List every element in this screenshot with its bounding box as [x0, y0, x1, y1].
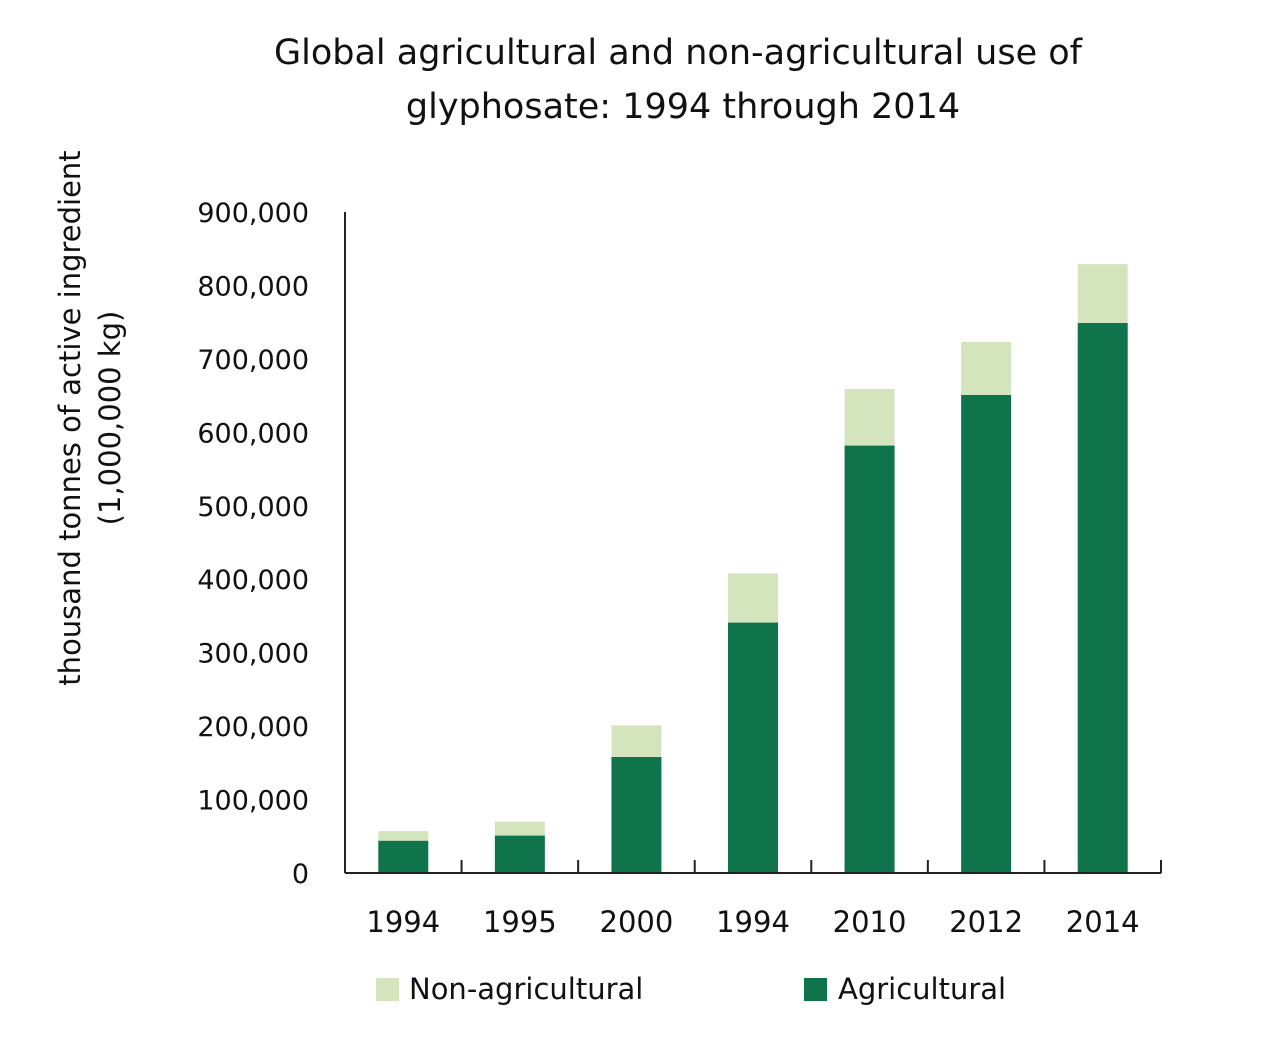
axes: [344, 212, 1162, 874]
y-tick-label: 700,000: [197, 345, 309, 376]
bars: [378, 264, 1128, 873]
x-tick-label: 2014: [1066, 905, 1140, 939]
x-tick-label: 2000: [600, 905, 674, 939]
y-axis-ticks: 0 100,000 200,000 300,000 400,000 500,000 600,…: [197, 198, 309, 890]
legend-label-non-agricultural: Non-agricultural: [409, 972, 643, 1006]
bar-agricultural: [611, 756, 662, 873]
bar-non-agricultural: [961, 341, 1012, 395]
legend-swatch-agricultural: [804, 978, 827, 1001]
y-tick-label: 900,000: [197, 198, 309, 229]
legend: Non-agricultural Agricultural: [376, 972, 1006, 1006]
y-tick-label: 0: [292, 859, 309, 890]
x-tick-label: 1994: [366, 905, 440, 939]
bar-non-agricultural: [844, 389, 895, 446]
chart-title-line-1: Global agricultural and non-agricultural…: [274, 33, 1083, 73]
legend-label-agricultural: Agricultural: [838, 972, 1006, 1006]
bar-agricultural: [494, 835, 545, 873]
y-tick-label: 500,000: [197, 492, 309, 523]
x-tick-label: 1994: [716, 905, 790, 939]
legend-swatch-non-agricultural: [376, 978, 399, 1001]
y-tick-label: 200,000: [197, 712, 309, 743]
y-tick-label: 600,000: [197, 418, 309, 449]
bar-agricultural: [728, 622, 778, 873]
y-tick-label: 300,000: [197, 639, 309, 670]
bar-non-agricultural: [611, 725, 662, 757]
bar-non-agricultural: [728, 573, 778, 623]
x-tick-label: 2012: [949, 905, 1023, 939]
x-axis-ticks: 1994 1995 2000 1994 2010 2012 2014: [366, 905, 1139, 939]
x-tick-label: 1995: [483, 905, 557, 939]
y-axis-label-line-2: (1,000,000 kg): [93, 311, 127, 526]
bar-non-agricultural: [1077, 264, 1128, 323]
y-tick-label: 100,000: [197, 786, 309, 817]
bar-non-agricultural: [378, 831, 429, 841]
chart-title-line-2: glyphosate: 1994 through 2014: [406, 87, 960, 127]
bar-non-agricultural: [494, 821, 545, 836]
bar-agricultural: [844, 445, 895, 873]
y-tick-label: 400,000: [197, 565, 309, 596]
bar-agricultural: [1077, 322, 1128, 873]
x-tick-label: 2010: [833, 905, 907, 939]
y-axis-label-line-1: thousand tonnes of active ingredient: [53, 150, 87, 685]
bar-agricultural: [961, 394, 1012, 873]
y-tick-label: 800,000: [197, 271, 309, 302]
bar-agricultural: [378, 840, 429, 873]
